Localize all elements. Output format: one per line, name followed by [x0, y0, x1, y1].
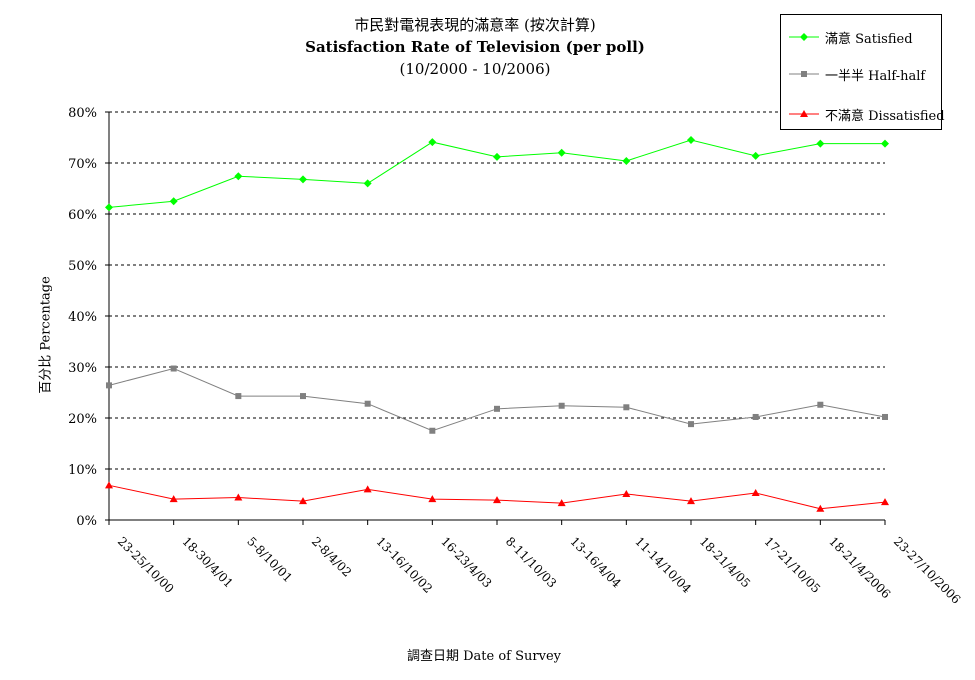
legend-label-dissatisfied: 不滿意 Dissatisfied — [825, 108, 945, 124]
legend-item-half-half: 一半半 Half-half — [789, 64, 925, 84]
data-point-half-half — [882, 413, 888, 420]
data-point-dissatisfied — [557, 499, 566, 507]
y-axis-label: 百分比 Percentage — [38, 276, 54, 394]
data-point-dissatisfied — [428, 495, 437, 503]
data-point-satisfied — [234, 172, 243, 181]
data-point-satisfied — [687, 136, 695, 145]
x-tick-label: 18-30/4/01 — [180, 534, 236, 590]
gridlines — [109, 111, 885, 470]
data-point-satisfied — [881, 139, 889, 148]
x-tick-label: 23-27/10/2006 — [891, 534, 963, 606]
legend-swatch-satisfied — [789, 33, 819, 41]
data-point-dissatisfied — [622, 489, 631, 497]
y-tick-label: 80% — [68, 106, 97, 121]
x-tick-label: 11-14/10/04 — [632, 534, 694, 596]
x-tick-label: 2-8/4/02 — [309, 534, 354, 579]
x-tick-label: 8-11/10/03 — [503, 534, 559, 590]
x-tick-label: 18-21/4/05 — [697, 534, 753, 590]
x-tick-label: 5-8/10/01 — [244, 534, 295, 585]
data-point-satisfied — [363, 179, 372, 188]
data-point-dissatisfied — [169, 495, 178, 503]
data-point-dissatisfied — [751, 488, 760, 496]
y-tick-label: 50% — [68, 259, 97, 274]
chart-period: (10/2000 - 10/2006) — [399, 60, 551, 78]
y-tick-label: 40% — [68, 310, 97, 325]
x-tick-label: 18-21/4/2006 — [826, 534, 893, 601]
axes — [105, 111, 886, 525]
x-tick-label: 13-16/4/04 — [568, 534, 625, 591]
data-point-satisfied — [105, 203, 113, 212]
legend-swatch-half-half — [789, 71, 819, 77]
chart-title-block: 市民對電視表現的滿意率 (按次計算) Satisfaction Rate of … — [175, 14, 775, 80]
y-tick-label: 10% — [68, 463, 97, 478]
data-point-half-half — [364, 400, 371, 407]
data-point-satisfied — [493, 152, 501, 161]
x-tick-label: 13-16/10/02 — [374, 534, 436, 596]
x-axis-label: 調查日期 Date of Survey — [406, 649, 562, 664]
data-point-half-half — [752, 413, 759, 420]
data-point-half-half — [688, 421, 694, 428]
legend-label-half-half: 一半半 Half-half — [825, 68, 926, 84]
data-point-half-half — [170, 365, 177, 372]
data-point-half-half — [429, 427, 436, 434]
y-tick-label: 70% — [68, 157, 97, 172]
data-point-half-half — [817, 401, 824, 408]
legend-swatch-dissatisfied — [789, 110, 819, 117]
data-point-satisfied — [557, 148, 566, 157]
x-tick-label: 16-23/4/03 — [438, 534, 494, 590]
x-tick-label: 17-21/10/05 — [762, 534, 824, 596]
chart-subtitle: Satisfaction Rate of Television (per pol… — [305, 38, 645, 56]
series-group — [105, 136, 889, 512]
chart-title: 市民對電視表現的滿意率 (按次計算) — [354, 16, 596, 34]
data-point-satisfied — [299, 175, 307, 184]
legend-item-satisfied: 滿意 Satisfied — [789, 27, 913, 47]
data-point-dissatisfied — [363, 485, 372, 493]
legend-label-satisfied: 滿意 Satisfied — [825, 31, 913, 47]
data-point-half-half — [623, 404, 630, 411]
data-point-dissatisfied — [299, 497, 307, 505]
data-point-satisfied — [622, 156, 631, 165]
data-point-half-half — [494, 405, 500, 412]
data-point-dissatisfied — [493, 496, 501, 504]
y-tick-label: 60% — [68, 208, 97, 223]
y-tick-label: 20% — [68, 412, 97, 427]
data-point-half-half — [558, 402, 565, 409]
y-tick-label: 0% — [76, 514, 97, 529]
data-point-half-half — [300, 393, 306, 400]
series-line-0 — [108, 139, 885, 208]
data-point-dissatisfied — [881, 498, 889, 506]
x-tick-label: 23-25/10/00 — [115, 534, 177, 596]
data-point-satisfied — [816, 139, 825, 148]
data-point-satisfied — [428, 138, 437, 147]
data-point-half-half — [106, 382, 112, 389]
data-point-satisfied — [751, 151, 760, 160]
y-tick-label: 30% — [68, 361, 97, 376]
data-point-dissatisfied — [816, 504, 825, 512]
x-tick-labels: 23-25/10/00 18-30/4/01 5-8/10/01 2-8/4/02 13… — [115, 534, 963, 606]
legend-item-dissatisfied: 不滿意 Dissatisfied — [789, 104, 945, 124]
data-point-dissatisfied — [687, 497, 695, 505]
data-point-dissatisfied — [234, 493, 243, 501]
y-tick-labels: 0% 10% 20% 30% 40% 50% 60% 70% 80% — [68, 106, 97, 529]
data-point-satisfied — [169, 197, 178, 206]
data-point-half-half — [235, 393, 242, 400]
series-line-1 — [108, 368, 886, 432]
data-point-dissatisfied — [105, 481, 113, 489]
legend: 滿意 Satisfied 一半半 Half-half 不滿意 Dissatisf… — [780, 14, 945, 130]
